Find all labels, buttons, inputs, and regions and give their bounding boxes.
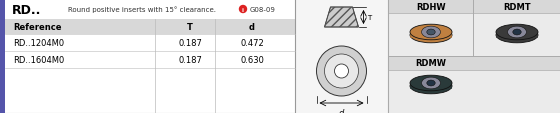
Ellipse shape <box>422 78 441 89</box>
Text: RD..1204M0: RD..1204M0 <box>13 39 64 48</box>
Ellipse shape <box>507 27 526 39</box>
Text: d: d <box>339 108 344 113</box>
Ellipse shape <box>410 25 452 40</box>
Text: RD..1604M0: RD..1604M0 <box>13 55 64 64</box>
Polygon shape <box>410 83 452 89</box>
Bar <box>5 52 295 68</box>
Text: T: T <box>367 15 372 21</box>
Bar <box>388 14 560 56</box>
Bar <box>5 0 295 20</box>
Polygon shape <box>324 8 358 28</box>
Text: 0.187: 0.187 <box>178 55 202 64</box>
Bar <box>388 0 560 113</box>
Text: T: T <box>187 23 193 32</box>
Text: RDMW: RDMW <box>416 59 446 68</box>
Text: Round positive inserts with 15° clearance.: Round positive inserts with 15° clearanc… <box>68 7 216 13</box>
Circle shape <box>324 54 358 88</box>
Circle shape <box>316 47 366 96</box>
Text: G08-09: G08-09 <box>250 7 276 13</box>
Text: i: i <box>242 7 244 12</box>
Ellipse shape <box>427 80 435 86</box>
Ellipse shape <box>513 30 521 36</box>
Bar <box>388 56 560 70</box>
Ellipse shape <box>496 28 538 43</box>
Circle shape <box>334 64 348 78</box>
Bar <box>0 0 5 113</box>
Text: RDMT: RDMT <box>503 2 531 11</box>
Bar <box>5 35 295 52</box>
Ellipse shape <box>496 25 538 40</box>
Ellipse shape <box>410 75 452 91</box>
Text: 0.472: 0.472 <box>240 39 264 48</box>
Text: Reference: Reference <box>13 23 62 32</box>
Polygon shape <box>496 33 538 39</box>
Ellipse shape <box>422 27 441 39</box>
Bar <box>5 20 295 35</box>
Text: RD..: RD.. <box>12 4 41 16</box>
Polygon shape <box>410 33 452 39</box>
Circle shape <box>240 6 246 13</box>
Text: d: d <box>249 23 255 32</box>
Ellipse shape <box>410 28 452 43</box>
Ellipse shape <box>410 79 452 94</box>
Ellipse shape <box>427 30 435 36</box>
Bar <box>388 70 560 113</box>
Text: 0.630: 0.630 <box>240 55 264 64</box>
Text: RDHW: RDHW <box>416 2 446 11</box>
Bar <box>388 0 560 14</box>
Bar <box>295 0 388 113</box>
Text: 0.187: 0.187 <box>178 39 202 48</box>
